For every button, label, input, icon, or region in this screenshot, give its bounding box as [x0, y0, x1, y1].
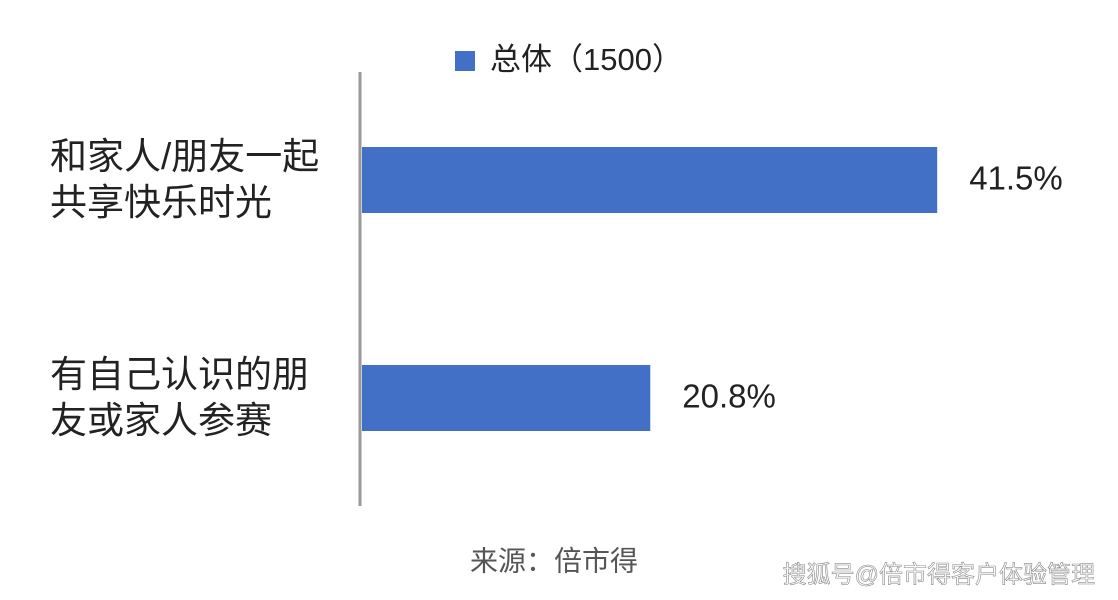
bar — [362, 147, 938, 213]
value-label: 20.8% — [682, 378, 776, 415]
value-label: 41.5% — [969, 160, 1063, 197]
legend-label: 总体（1500） — [490, 42, 683, 77]
category-label-box: 有自己认识的朋友或家人参赛 — [42, 352, 332, 444]
legend-swatch — [455, 51, 475, 71]
category-label: 和家人/朋友一起共享快乐时光 — [50, 136, 320, 223]
source: 来源：倍市得 — [470, 545, 638, 576]
bar — [362, 365, 651, 431]
category-label: 有自己认识的朋友或家人参赛 — [50, 354, 309, 441]
watermark: 搜狐号@倍市得客户体验管理 — [783, 561, 1095, 588]
category-label-box: 和家人/朋友一起共享快乐时光 — [42, 134, 332, 226]
